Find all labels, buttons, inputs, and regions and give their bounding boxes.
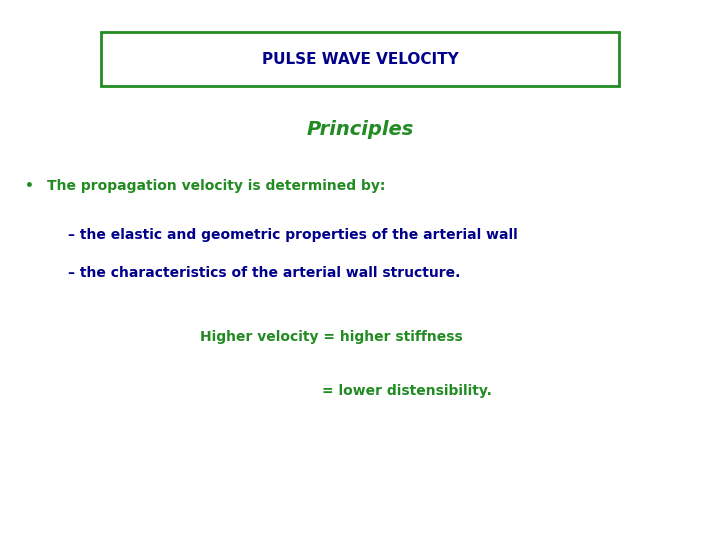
Text: Higher velocity = higher stiffness: Higher velocity = higher stiffness <box>200 330 462 345</box>
Text: PULSE WAVE VELOCITY: PULSE WAVE VELOCITY <box>261 52 459 67</box>
Text: Principles: Principles <box>306 120 414 139</box>
Text: = lower distensibility.: = lower distensibility. <box>322 384 492 399</box>
Text: – the elastic and geometric properties of the arterial wall: – the elastic and geometric properties o… <box>68 228 518 242</box>
FancyBboxPatch shape <box>101 32 619 86</box>
Text: – the characteristics of the arterial wall structure.: – the characteristics of the arterial wa… <box>68 266 461 280</box>
Text: •: • <box>25 179 34 193</box>
Text: The propagation velocity is determined by:: The propagation velocity is determined b… <box>47 179 385 193</box>
